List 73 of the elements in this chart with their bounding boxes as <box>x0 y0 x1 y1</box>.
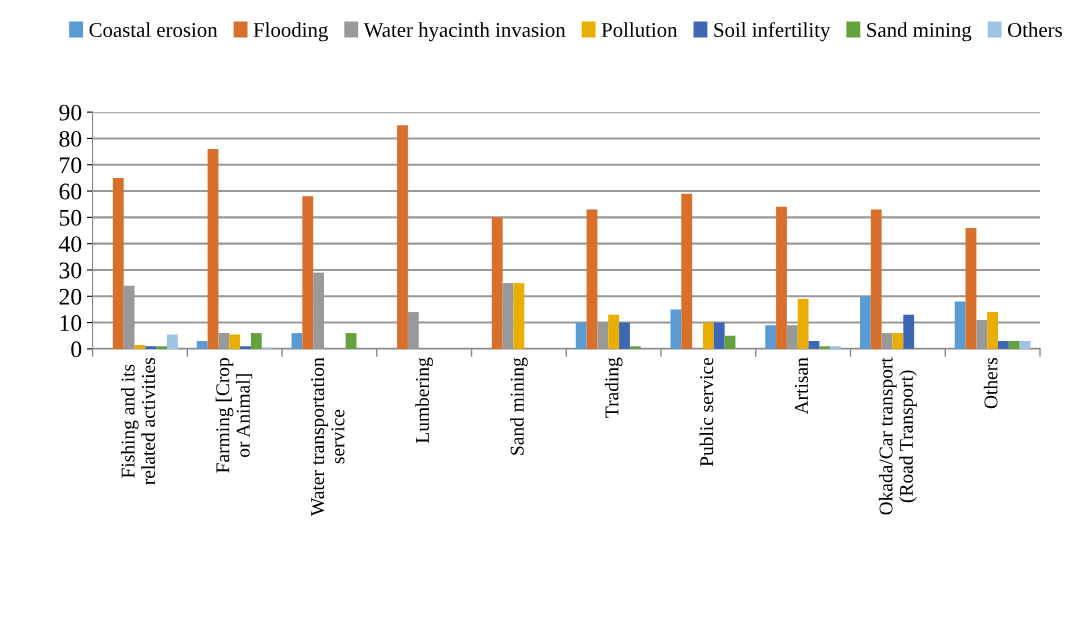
bar <box>302 196 314 349</box>
bar <box>724 335 736 349</box>
x-tick-label: Artisan <box>794 357 808 415</box>
bar <box>713 322 725 349</box>
bar <box>167 334 178 349</box>
bar <box>881 333 893 349</box>
legend-label: Soil infertility <box>714 22 831 42</box>
x-tick-label: Others <box>983 357 998 409</box>
y-tick-label: 0 <box>71 341 82 358</box>
legend-label: Flooding <box>253 22 328 42</box>
bar <box>250 333 262 349</box>
bar <box>892 333 904 349</box>
y-tick-label: 80 <box>59 130 82 147</box>
bar <box>681 193 693 349</box>
bar <box>859 296 871 349</box>
y-tick-label: 60 <box>59 183 82 200</box>
x-tick-label: Fishing and its related activities <box>120 357 155 485</box>
x-tick-label: Sand mining <box>510 357 528 455</box>
bar <box>229 334 241 349</box>
bar <box>702 322 714 349</box>
bar <box>903 314 915 349</box>
x-tick-label: Farming [Crop or Animal] <box>215 357 253 473</box>
bar <box>765 325 777 349</box>
bar <box>987 312 999 349</box>
bar <box>502 283 514 349</box>
y-tick-label: 50 <box>59 209 82 226</box>
legend-label: Others <box>1008 22 1062 38</box>
bar <box>575 322 587 349</box>
bar <box>670 309 682 349</box>
bar <box>797 298 809 349</box>
x-tick-label: Water transportation service <box>311 357 345 516</box>
y-tick-label: 70 <box>60 157 82 174</box>
y-tick-label: 40 <box>59 236 82 253</box>
bar <box>608 314 620 349</box>
bar <box>629 346 641 349</box>
bar <box>240 346 251 349</box>
bar <box>965 227 977 349</box>
y-tick-label: 10 <box>60 315 82 331</box>
bar <box>491 217 503 349</box>
bar <box>1019 340 1031 349</box>
bar <box>112 177 124 349</box>
bar <box>776 206 787 349</box>
x-tick-label: Okada/Car transport (Road Transport) <box>878 357 917 515</box>
bar <box>619 322 630 349</box>
y-tick-label: 30 <box>59 262 82 279</box>
bar <box>819 346 831 349</box>
bar <box>134 344 146 349</box>
bar <box>586 209 598 349</box>
bar <box>830 346 842 349</box>
bar <box>207 148 219 349</box>
legend-label: Sand mining <box>867 22 972 42</box>
bar <box>998 340 1009 349</box>
bar <box>397 125 408 349</box>
bar <box>145 346 157 349</box>
bar <box>870 209 882 349</box>
bar <box>1008 340 1020 349</box>
x-tick-label: Trading <box>604 357 623 418</box>
bar <box>954 301 966 349</box>
bar <box>291 333 303 349</box>
x-tick-label: Lumbering <box>415 357 434 444</box>
bar <box>196 340 208 349</box>
y-tick-label: 90 <box>59 104 82 121</box>
legend-label: Water hyacinth invasion <box>363 22 566 42</box>
bar <box>345 333 357 349</box>
bar <box>808 340 820 349</box>
bar <box>513 283 525 349</box>
x-tick-label: Public service <box>699 357 714 467</box>
legend-label: Pollution <box>601 22 678 38</box>
legend-label: Coastal erosion <box>89 22 218 38</box>
bar <box>156 346 168 349</box>
bar <box>218 333 230 349</box>
y-tick-label: 20 <box>59 288 82 305</box>
bar <box>976 319 988 349</box>
